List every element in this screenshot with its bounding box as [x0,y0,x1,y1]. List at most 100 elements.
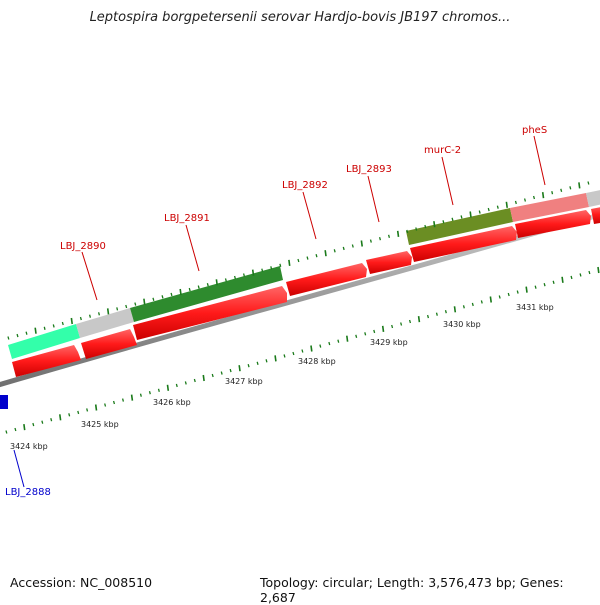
kbp-label: 3424 kbp [10,442,48,451]
tick-mark [396,230,400,238]
tick-mark [301,349,304,353]
gene-label-murc-2[interactable]: murC-2 [424,145,461,156]
tick-mark [462,305,465,309]
tick-mark [328,341,331,346]
gene-label-phes[interactable]: pheS [522,125,547,136]
tick-mark [229,368,232,373]
tick-mark [369,239,372,243]
tick-mark [453,306,457,313]
leader-line [185,224,200,272]
tick-mark [170,292,173,297]
gene-label-lbj-2893[interactable]: LBJ_2893 [346,164,392,175]
leader-line [81,251,98,301]
tick-mark [184,381,187,385]
tick-mark [202,374,205,382]
kbp-label: 3431 kbp [516,303,554,312]
tick-mark [106,308,110,315]
tick-mark [400,322,403,326]
tick-mark [116,307,119,311]
tick-mark [283,354,286,358]
tick-mark [417,315,421,323]
cds-arrow [133,286,287,340]
kbp-label: 3429 kbp [370,338,408,347]
tick-mark [406,229,409,234]
gene-label-lbj-2890[interactable]: LBJ_2890 [60,241,106,252]
tick-mark [442,220,445,224]
tick-mark [444,310,447,314]
tick-mark [143,298,146,305]
map-title: Leptospira borgpetersenii serovar Hardjo… [89,10,511,25]
tick-mark [68,413,71,417]
leader-line [13,449,25,488]
tick-mark [381,325,385,333]
summary-text: Topology: circular; Length: 3,576,473 bp… [260,575,564,605]
tick-mark [333,249,336,253]
tick-mark [79,316,82,321]
tick-mark [5,430,8,434]
tick-mark [34,327,37,334]
tick-mark [41,420,44,424]
tick-mark [324,250,327,257]
tick-mark [175,383,178,388]
gene-label-lbj-2888[interactable]: LBJ_2888 [5,487,51,498]
tick-mark [224,278,227,282]
tick-mark [148,391,151,395]
tick-mark [256,361,259,365]
kbp-label: 3430 kbp [443,320,481,329]
tick-mark [346,335,349,342]
tick-mark [489,296,492,303]
tick-mark [270,266,273,270]
cds-arrow [12,345,81,377]
tick-mark [157,388,160,392]
accession-text: Accession: NC_008510 [10,575,153,590]
tick-mark [387,234,391,238]
tick-mark [43,326,46,330]
tick-mark [130,394,134,401]
tick-mark [578,182,581,189]
tick-mark [211,373,214,378]
tick-mark [319,344,322,348]
tick-mark [514,200,517,205]
tick-mark [588,270,591,275]
tick-mark [97,312,101,316]
tick-mark [426,314,430,319]
tick-mark [274,355,277,362]
tick-mark [534,285,537,289]
tick-mark [498,295,501,299]
tick-mark [288,259,291,267]
gene-label-lbj-2891[interactable]: LBJ_2891 [164,213,210,224]
gene-labels: LBJ_2888 LBJ_2890 LBJ_2891 LBJ_2892 LBJ_… [5,125,547,498]
tick-mark [523,198,527,202]
reverse-cds [0,395,8,409]
tick-mark [408,319,412,324]
tick-mark [560,188,563,192]
feature-bar-olive [406,208,513,245]
leader-line [302,191,317,240]
tick-mark [179,288,182,296]
tick-mark [61,321,64,326]
cds-arrow [410,226,517,262]
tick-mark [415,227,418,231]
leader-line [367,175,380,223]
tick-mark [525,286,528,293]
tick-mark [487,207,490,212]
tick-mark [551,191,554,195]
tick-mark [233,275,237,280]
tick-mark [279,263,282,267]
tick-mark [193,378,196,383]
genome-backbone [0,212,600,388]
tick-mark [25,331,28,335]
tick-mark [424,224,427,229]
tick-mark [139,393,142,397]
tick-mark [342,246,345,251]
tick-mark [265,359,268,363]
tick-mark [561,276,564,283]
tick-mark [552,280,555,284]
tick-mark [238,365,241,372]
tick-mark [469,211,472,218]
tick-mark [471,302,474,307]
tick-mark [351,244,354,248]
tick-mark [161,295,164,299]
tick-mark [505,201,508,208]
gene-label-lbj-2892[interactable]: LBJ_2892 [282,180,328,191]
